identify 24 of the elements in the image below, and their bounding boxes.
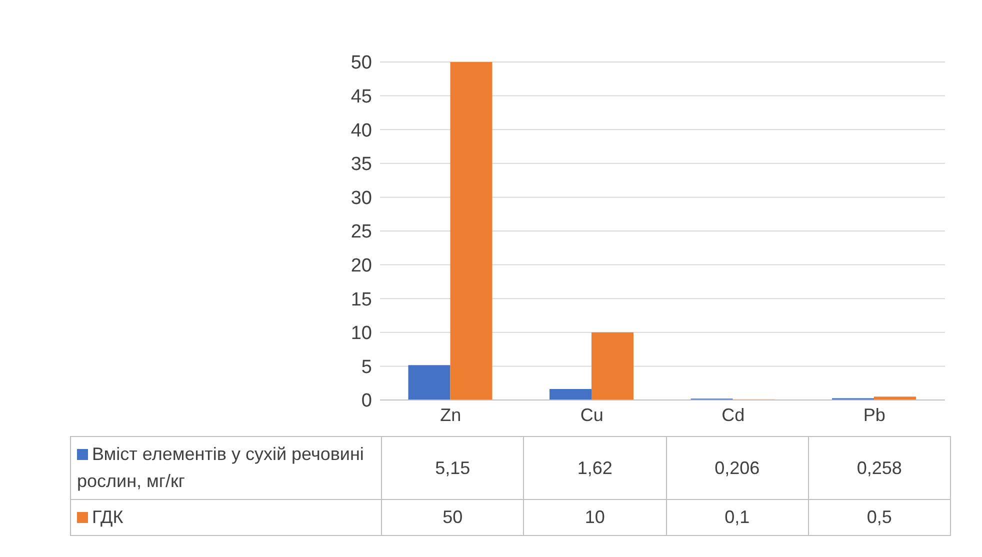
data-label: 10 — [524, 500, 666, 536]
data-label: 0,5 — [808, 500, 950, 536]
y-tick-label: 0 — [361, 390, 372, 412]
x-tick-label: Cd — [722, 404, 745, 425]
legend-label: ГДК — [70, 500, 382, 536]
y-tick-label: 40 — [350, 120, 372, 142]
x-tick-label: Pb — [863, 404, 886, 425]
data-label: 0,206 — [666, 436, 808, 500]
data-label: 1,62 — [524, 436, 666, 500]
data-label: 0,1 — [666, 500, 808, 536]
y-tick-label: 45 — [350, 86, 372, 108]
x-tick-label: Cu — [580, 404, 604, 425]
y-tick-label: 20 — [350, 256, 372, 277]
x-tick-label: Zn — [440, 404, 462, 425]
y-tick-label: 25 — [350, 222, 372, 243]
y-tick-label: 50 — [350, 52, 372, 74]
y-tick-label: 35 — [350, 154, 372, 176]
y-tick-label: 5 — [361, 356, 372, 378]
legend-label: Вміст елементів у сухій речовині рослин, мг/кг — [70, 436, 382, 500]
y-tick-label: 10 — [350, 323, 372, 344]
y-tick-label: 30 — [350, 188, 372, 209]
data-label: 5,15 — [382, 436, 524, 500]
y-tick-label: 15 — [350, 289, 372, 310]
data-label: 0,258 — [808, 436, 950, 500]
